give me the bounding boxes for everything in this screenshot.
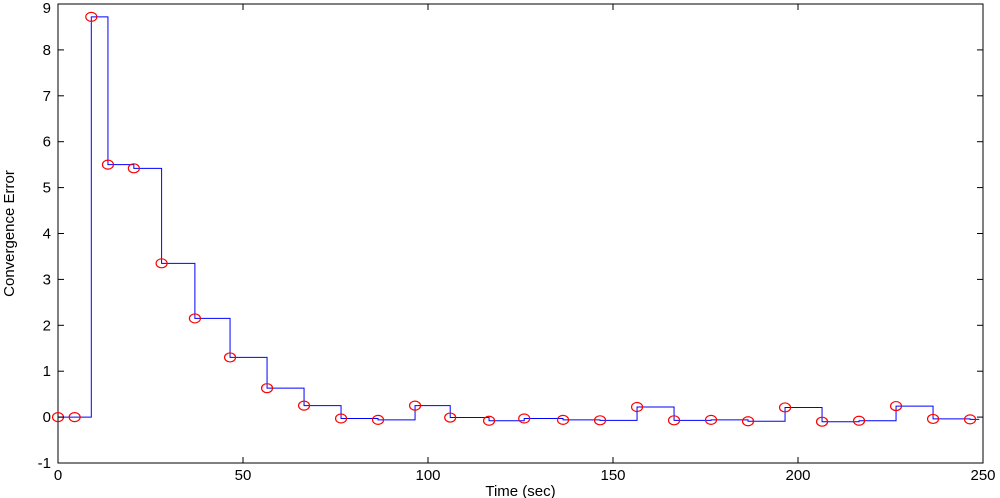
y-tick-label: 7 [43, 88, 51, 105]
data-point-marker [85, 11, 98, 22]
x-tick-label: 250 [970, 467, 995, 484]
x-tick-label: 150 [600, 467, 625, 484]
y-axis-label: Convergence Error [1, 170, 18, 297]
y-tick-label: 4 [43, 226, 51, 243]
data-point-marker [741, 416, 755, 427]
y-tick-label: -1 [38, 455, 51, 472]
y-tick-label: 8 [43, 42, 51, 59]
data-point-marker [963, 414, 977, 425]
data-point-marker [778, 402, 792, 413]
data-point-marker [260, 383, 274, 394]
data-point-marker [556, 414, 570, 425]
data-point-marker [408, 400, 422, 411]
chart-marks [51, 11, 980, 427]
y-tick-label: 5 [43, 180, 51, 197]
y-tick-label: 3 [43, 271, 51, 288]
data-point-marker [889, 400, 903, 412]
data-point-marker [188, 313, 201, 324]
data-point-marker [444, 412, 457, 423]
data-point-marker [815, 416, 829, 427]
data-point-marker [127, 163, 140, 174]
x-tick-label: 100 [415, 467, 440, 484]
x-tick-label: 0 [54, 467, 62, 484]
data-point-marker [371, 414, 385, 425]
data-point-marker [297, 400, 311, 411]
x-tick-label: 200 [785, 467, 810, 484]
series-stair-line [58, 16, 980, 423]
data-point-marker [482, 415, 496, 426]
data-point-marker [926, 413, 940, 425]
data-point-marker [101, 159, 115, 170]
y-tick-label: 2 [43, 317, 51, 334]
y-tick-label: 1 [43, 363, 51, 380]
data-point-marker [593, 415, 607, 426]
data-point-marker [518, 413, 531, 424]
data-point-marker [68, 412, 81, 423]
y-tick-label: 0 [43, 409, 51, 426]
y-tick-label: 6 [43, 134, 51, 151]
data-point-marker [334, 413, 348, 424]
x-tick-label: 50 [235, 467, 252, 484]
data-point-marker [223, 352, 237, 363]
data-point-marker [852, 415, 866, 426]
data-point-marker [630, 401, 644, 413]
y-tick-label: 9 [43, 0, 51, 17]
data-point-marker [667, 415, 681, 426]
x-axis-label: Time (sec) [485, 483, 555, 498]
data-point-marker [704, 414, 718, 425]
data-point-marker [155, 258, 168, 269]
plot-area [57, 3, 984, 464]
